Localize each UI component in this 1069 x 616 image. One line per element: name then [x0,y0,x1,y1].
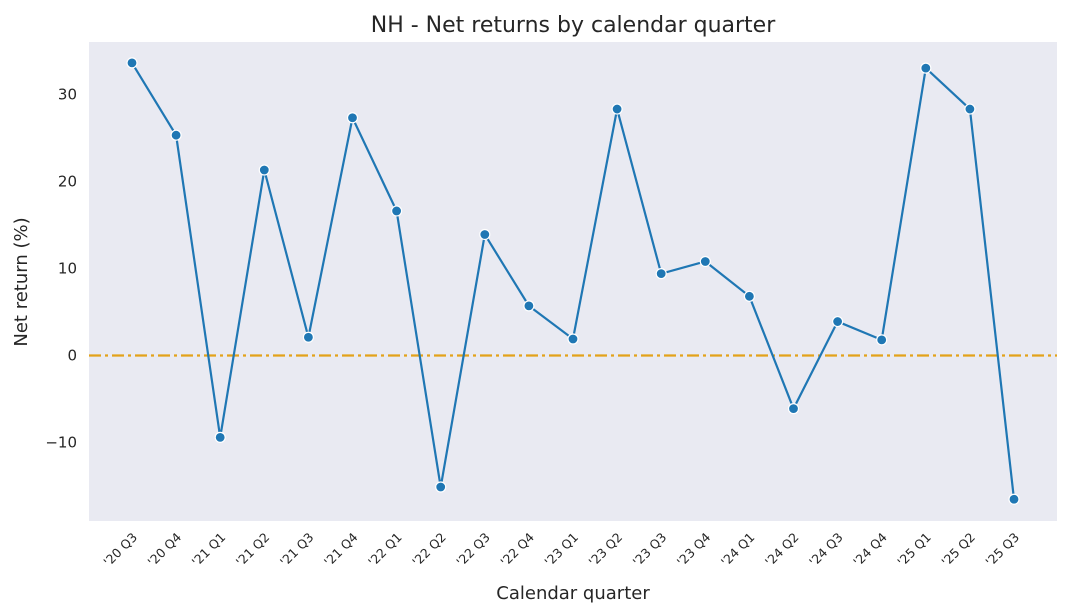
x-tick-label: '21 Q1 [189,530,229,570]
x-tick-label: '24 Q1 [718,530,758,570]
x-axis-label: Calendar quarter [496,583,650,604]
data-point [214,431,226,443]
x-tick-label: '23 Q3 [630,530,670,570]
x-tick-label: '20 Q3 [100,530,140,570]
x-tick-label: '23 Q1 [541,530,581,570]
data-point [302,331,314,343]
data-point [655,268,667,280]
data-point [567,333,579,345]
data-point [258,164,270,176]
data-point [831,315,844,328]
x-axis: '20 Q3'20 Q4'21 Q1'21 Q2'21 Q3'21 Q4'22 … [100,529,1022,569]
x-tick-label: '23 Q2 [586,530,626,570]
x-tick-label: '21 Q4 [321,529,361,569]
data-point [611,103,623,115]
data-point [435,481,447,493]
x-tick-label: '23 Q4 [674,529,714,569]
data-point [391,205,403,217]
x-tick-label: '22 Q3 [453,530,493,570]
y-tick-label: 20 [58,172,77,190]
data-point [126,57,138,69]
x-tick-label: '24 Q4 [850,529,890,569]
x-tick-label: '24 Q3 [806,530,846,570]
x-tick-label: '21 Q2 [233,530,273,570]
plot-area [89,42,1057,521]
data-point [1008,493,1020,505]
data-point [743,290,756,302]
data-point [699,255,711,268]
data-points [126,57,1020,505]
x-tick-label: '25 Q3 [982,530,1022,570]
data-point [876,334,888,346]
data-point [479,228,491,241]
y-axis: −10 0 10 20 30 [45,85,77,451]
x-tick-label: '21 Q3 [277,530,317,570]
x-tick-label: '24 Q2 [762,530,802,570]
y-tick-label: 30 [58,85,77,103]
chart-title: NH - Net returns by calendar quarter [371,13,776,38]
y-tick-label: −10 [45,434,77,452]
data-point [170,129,182,141]
x-tick-label: '22 Q1 [365,530,405,570]
y-tick-label: 10 [58,259,77,277]
x-tick-label: '25 Q2 [938,530,978,570]
data-point [920,62,932,74]
data-point [787,403,800,415]
y-axis-label: Net return (%) [11,217,32,346]
data-point [346,112,359,124]
x-tick-label: '20 Q4 [145,529,185,569]
data-point [523,300,535,312]
x-tick-label: '22 Q4 [497,529,537,569]
data-point [964,103,976,115]
x-tick-label: '25 Q1 [894,530,934,570]
y-tick-label: 0 [67,347,77,365]
x-tick-label: '22 Q2 [409,530,449,570]
